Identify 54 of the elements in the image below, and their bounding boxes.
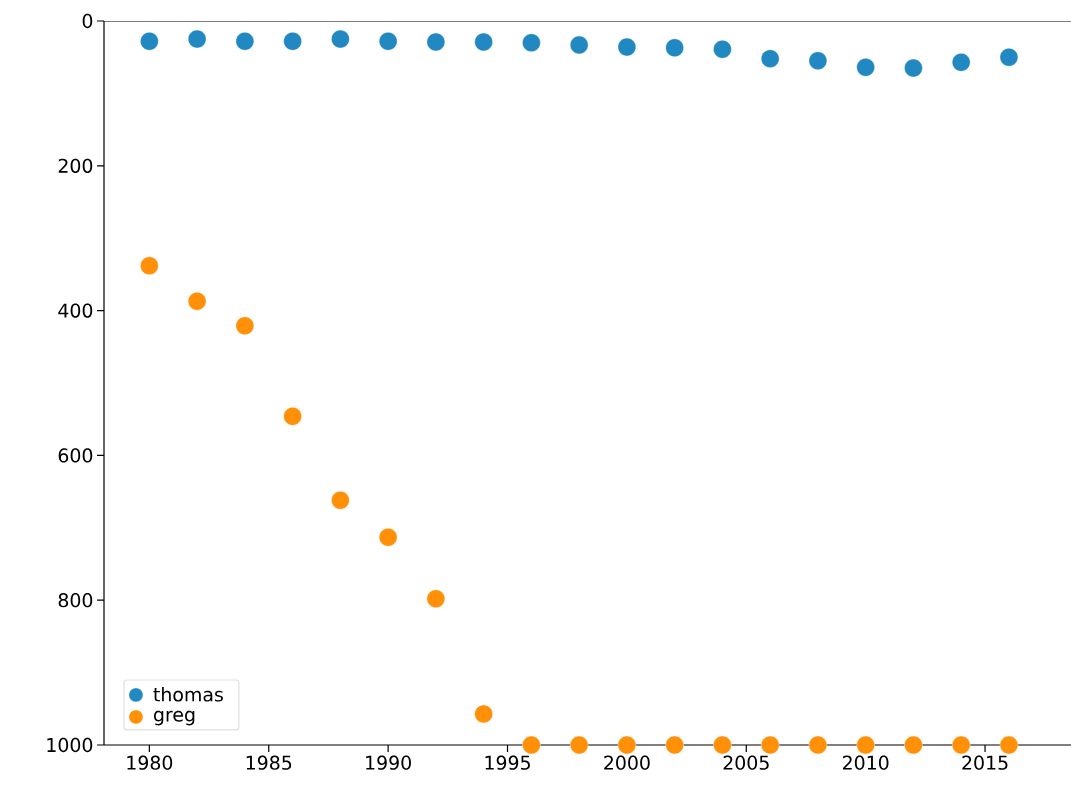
- x-tick-label: 2005: [723, 755, 769, 770]
- point: [665, 38, 684, 57]
- x-tick-label: 1990: [366, 755, 411, 770]
- point: [713, 735, 732, 755]
- point: [904, 735, 923, 755]
- point: [522, 33, 541, 52]
- y-tick-label: 200: [58, 158, 93, 173]
- legend-label: thomas: [153, 686, 223, 702]
- legend-label: greg: [153, 710, 195, 726]
- point: [283, 407, 302, 426]
- point: [522, 735, 541, 755]
- y-tick-label: 400: [58, 303, 93, 318]
- x-tick-label: 2010: [842, 755, 889, 770]
- point: [569, 735, 589, 755]
- point: [856, 58, 875, 77]
- point: [426, 589, 446, 608]
- point: [331, 29, 350, 49]
- point: [760, 49, 780, 68]
- point: [951, 53, 971, 72]
- point: [856, 735, 875, 755]
- point: [999, 735, 1019, 755]
- point: [378, 32, 398, 51]
- point: [474, 32, 493, 52]
- point: [904, 58, 923, 78]
- point: [187, 291, 207, 311]
- point: [951, 735, 971, 755]
- point: [760, 735, 780, 755]
- point: [808, 51, 828, 71]
- point: [665, 735, 684, 755]
- x-tick-label: 1980: [127, 755, 173, 770]
- y-tick-label: 800: [58, 593, 93, 608]
- point: [713, 40, 732, 59]
- point: [140, 256, 159, 275]
- point: [187, 29, 207, 49]
- x-tick-label: 1985: [246, 755, 292, 770]
- x-tick-label: 2000: [604, 755, 650, 770]
- point: [378, 528, 398, 547]
- point: [235, 316, 255, 336]
- y-tick-label: 0: [82, 13, 93, 29]
- point: [617, 37, 637, 57]
- y-tick-label: 1000: [47, 737, 93, 753]
- point: [617, 735, 637, 755]
- point: [808, 735, 828, 755]
- point: [474, 704, 493, 724]
- point: [569, 35, 589, 55]
- y-tick-label: 600: [58, 448, 93, 463]
- point: [235, 32, 255, 51]
- point: [331, 491, 350, 510]
- x-tick-label: 2015: [962, 755, 1008, 770]
- point: [999, 48, 1019, 67]
- x-tick-label: 1995: [485, 755, 530, 770]
- point: [426, 32, 446, 52]
- point: [140, 32, 159, 51]
- point: [283, 32, 302, 51]
